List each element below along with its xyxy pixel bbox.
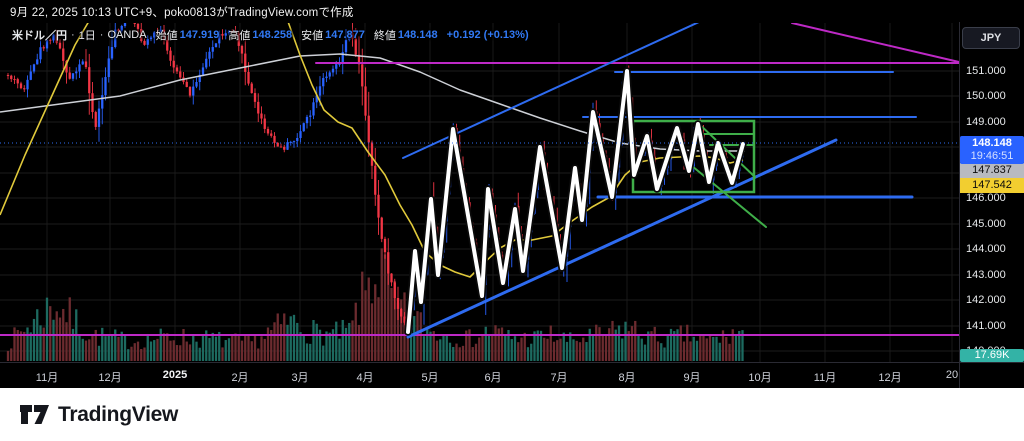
zigzag-outline [404, 67, 747, 336]
green-diagonal-a[interactable] [696, 121, 756, 178]
close-value: 148.148 [397, 29, 438, 41]
time-tick-label: 5月 [421, 372, 439, 384]
price-tick-label: 149.000 [966, 116, 1006, 128]
legend-separator: · [71, 29, 75, 41]
time-scale[interactable]: 11月 12月 2025 2月 3月 4月 5月 6月 7月 8月 9月 10月 11月 12月 20 [0, 362, 960, 388]
magenta-descending-line[interactable] [791, 23, 960, 63]
time-tick-label: 11月 [813, 372, 837, 384]
low-label: 安値 [301, 30, 324, 42]
price-tick-label: 144.000 [966, 243, 1006, 255]
currency-toggle-button[interactable]: JPY [962, 27, 1020, 49]
legend-separator: · [99, 29, 104, 41]
volume-value-badge: 17.69K [960, 349, 1024, 362]
time-tick-label: 12月 [878, 372, 902, 384]
bar-countdown: 19:46:51 [970, 150, 1014, 162]
price-tick-label: 146.000 [966, 192, 1006, 204]
tradingview-logo-text: TradingView [58, 402, 179, 426]
symbol-name[interactable]: 米ドル／円 [12, 30, 67, 42]
interval-label[interactable]: 1日 [78, 30, 96, 42]
tradingview-logo[interactable]: TradingView [20, 403, 178, 427]
blue-trendline-support[interactable] [406, 138, 838, 339]
time-tick-label: 6月 [484, 372, 502, 384]
zigzag-line[interactable] [406, 69, 745, 334]
high-value: 148.258 [252, 29, 293, 41]
price-tick-label: 142.000 [966, 294, 1006, 306]
high-label: 高値 [228, 30, 251, 42]
price-tick-label: 143.000 [966, 269, 1006, 281]
close-label: 終値 [373, 30, 396, 42]
last-price-badge: 148.148 19:46:51 [960, 136, 1024, 164]
open-label: 始値 [155, 30, 178, 42]
volume-series [6, 248, 744, 361]
time-tick-label: 4月 [356, 372, 374, 384]
time-tick-label: 7月 [550, 372, 568, 384]
open-value: 147.919 [179, 29, 220, 41]
exchange-label: OANDA [107, 29, 147, 41]
price-tick-label: 150.000 [966, 90, 1006, 102]
time-tick-label: 2025 [162, 369, 188, 381]
time-tick-label: 11月 [35, 372, 59, 384]
time-tick-label: 12月 [98, 372, 122, 384]
low-value: 147.877 [325, 29, 365, 41]
ma-yellow-value-badge: 147.542 [960, 178, 1024, 193]
time-tick-label: 8月 [618, 372, 636, 384]
time-tick-label: 9月 [683, 372, 701, 384]
time-tick-label: 3月 [291, 372, 309, 384]
footer-bar: TradingView [0, 388, 1024, 441]
time-tick-label: 2月 [231, 372, 249, 384]
price-tick-label: 141.000 [966, 320, 1006, 332]
ma-white-value-badge: 147.837 [960, 163, 1024, 178]
time-tick-label: 10月 [748, 372, 772, 384]
price-tick-label: 151.000 [966, 65, 1006, 77]
price-tick-label: 145.000 [966, 218, 1006, 230]
symbol-legend: 米ドル／円 · 1日 · OANDA 始値 147.919 高値 148.258… [12, 27, 531, 43]
change-value: +0.192 (+0.13%) [446, 29, 529, 41]
time-tick-label: 20 [945, 369, 959, 381]
drawing-tools [0, 23, 960, 339]
last-price-value: 148.148 [972, 137, 1012, 149]
price-scale[interactable]: 151.000 150.000 149.000 146.000 145.000 144.0… [960, 0, 1024, 388]
attribution-text: 9月 22, 2025 10:13 UTC+9、poko0813がTrading… [10, 7, 354, 19]
tradingview-logo-icon [20, 404, 49, 424]
grid-lines [0, 23, 959, 362]
ma-yellow-line [0, 23, 89, 216]
